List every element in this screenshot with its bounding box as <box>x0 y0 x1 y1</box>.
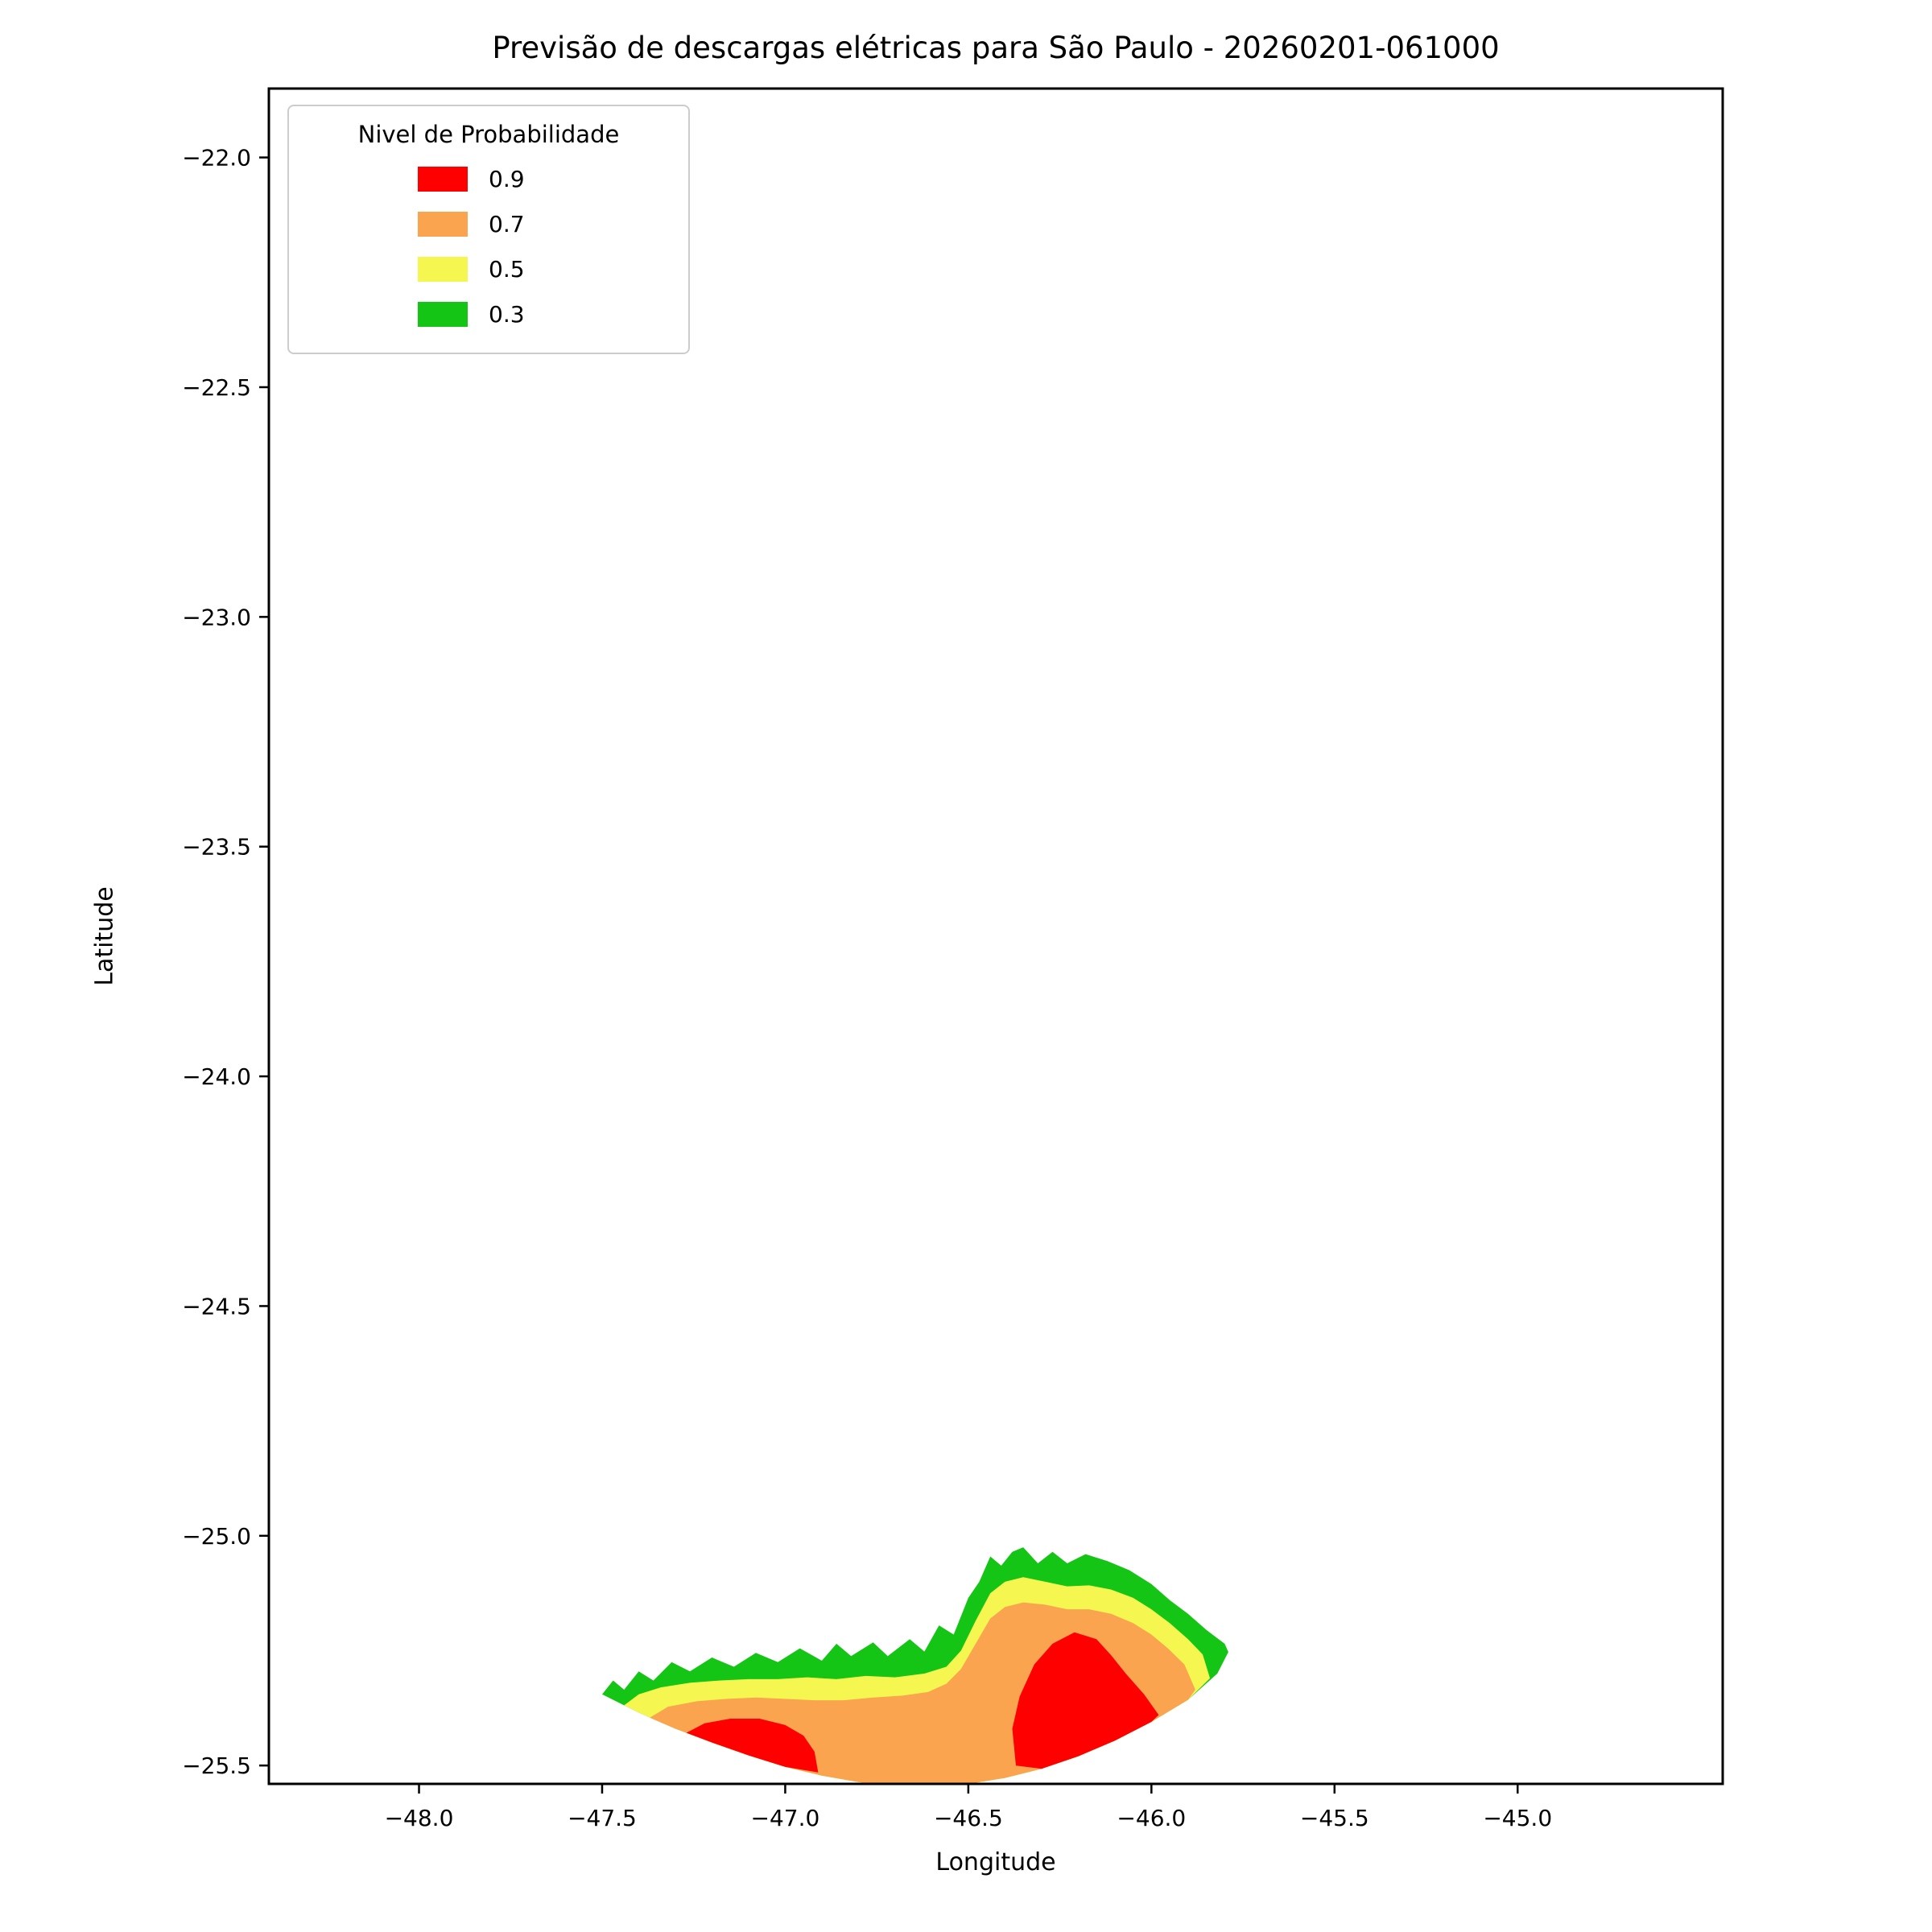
y-tick-label: −23.5 <box>182 834 251 861</box>
legend-entry-label: 0.9 <box>489 165 525 192</box>
x-tick-label: −47.5 <box>568 1805 637 1831</box>
legend-swatch-0.7 <box>418 211 468 237</box>
x-tick-label: −46.5 <box>934 1805 1003 1831</box>
y-tick-label: −25.5 <box>182 1752 251 1779</box>
legend-entry-label: 0.5 <box>489 255 525 283</box>
legend-swatch-0.5 <box>418 256 468 282</box>
y-tick-label: −24.0 <box>182 1063 251 1090</box>
x-tick-label: −45.5 <box>1300 1805 1369 1831</box>
legend-swatch-0.9 <box>418 166 468 192</box>
contour-band-0.9 <box>686 1719 819 1773</box>
y-tick-label: −22.5 <box>182 374 251 401</box>
y-tick-label: −22.0 <box>182 145 251 171</box>
legend-entry: 0.7 <box>418 201 672 246</box>
legend-entry: 0.3 <box>418 291 672 336</box>
x-tick-label: −48.0 <box>385 1805 454 1831</box>
x-tick-label: −45.0 <box>1483 1805 1552 1831</box>
x-tick-label: −46.0 <box>1117 1805 1186 1831</box>
chart-title: Previsão de descargas elétricas para São… <box>492 31 1500 65</box>
y-tick-label: −23.0 <box>182 604 251 630</box>
x-tick-label: −47.0 <box>751 1805 820 1831</box>
legend: Nivel de Probabilidade 0.9 0.7 0.5 0.3 <box>287 105 690 354</box>
legend-entry: 0.5 <box>418 246 672 291</box>
y-tick-label: −24.5 <box>182 1293 251 1319</box>
plot-background <box>269 89 1723 1784</box>
y-tick-label: −25.0 <box>182 1523 251 1550</box>
contour-band-0.9 <box>1012 1632 1159 1769</box>
legend-title: Nivel de Probabilidade <box>357 121 620 148</box>
legend-entry-label: 0.7 <box>489 210 525 237</box>
axes-spines <box>267 87 1724 1785</box>
y-axis-label: Latitude <box>90 886 119 986</box>
x-axis-label: Longitude <box>935 1848 1056 1876</box>
legend-entries: 0.9 0.7 0.5 0.3 <box>305 156 672 336</box>
contour-bands <box>602 1547 1228 1784</box>
legend-swatch-0.3 <box>418 301 468 327</box>
legend-entry: 0.9 <box>418 156 672 201</box>
legend-entry-label: 0.3 <box>489 300 525 328</box>
y-axis: −22.0 −22.5 −23.0 −23.5 −24.0 −24.5 −25.0 −25.5 <box>182 145 269 1779</box>
x-axis: −48.0 −47.5 −47.0 −46.5 −46.0 −45.5 −45.0 <box>385 1784 1552 1831</box>
